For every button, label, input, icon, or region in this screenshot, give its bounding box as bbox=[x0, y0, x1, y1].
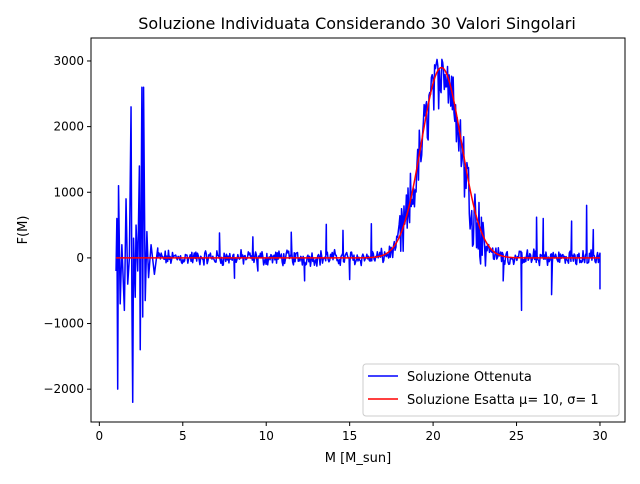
x-tick-label: 25 bbox=[509, 429, 524, 443]
legend-label-soluzione-esatta: Soluzione Esatta μ= 10, σ= 1 bbox=[407, 393, 599, 408]
x-tick-label: 20 bbox=[425, 429, 440, 443]
x-axis-ticks: 0 5 10 15 20 25 30 bbox=[96, 422, 608, 443]
y-axis-ticks: −2000 −1000 0 1000 2000 3000 bbox=[43, 54, 91, 396]
legend: Soluzione Ottenuta Soluzione Esatta μ= 1… bbox=[362, 363, 620, 417]
series-line-soluzione-esatta bbox=[116, 66, 600, 259]
series-layer bbox=[115, 58, 601, 404]
x-tick-label: 5 bbox=[179, 429, 187, 443]
plot-area bbox=[90, 37, 626, 423]
y-axis-label: F(M) bbox=[16, 216, 31, 245]
x-tick-label: 0 bbox=[96, 429, 104, 443]
y-tick-label: −2000 bbox=[43, 382, 84, 396]
legend-label-soluzione-ottenuta: Soluzione Ottenuta bbox=[407, 370, 532, 385]
plot-frame bbox=[90, 37, 626, 423]
x-axis-label: M [M_sun] bbox=[325, 451, 391, 466]
x-tick-label: 30 bbox=[592, 429, 607, 443]
chart-title: Soluzione Individuata Considerando 30 Va… bbox=[138, 14, 576, 33]
y-tick-label: 3000 bbox=[53, 54, 84, 68]
y-tick-label: −1000 bbox=[43, 317, 84, 331]
x-tick-label: 15 bbox=[342, 429, 357, 443]
y-tick-label: 2000 bbox=[53, 120, 84, 134]
y-tick-label: 0 bbox=[76, 251, 84, 265]
legend-box bbox=[362, 363, 620, 417]
y-tick-label: 1000 bbox=[53, 185, 84, 199]
x-tick-label: 10 bbox=[259, 429, 274, 443]
